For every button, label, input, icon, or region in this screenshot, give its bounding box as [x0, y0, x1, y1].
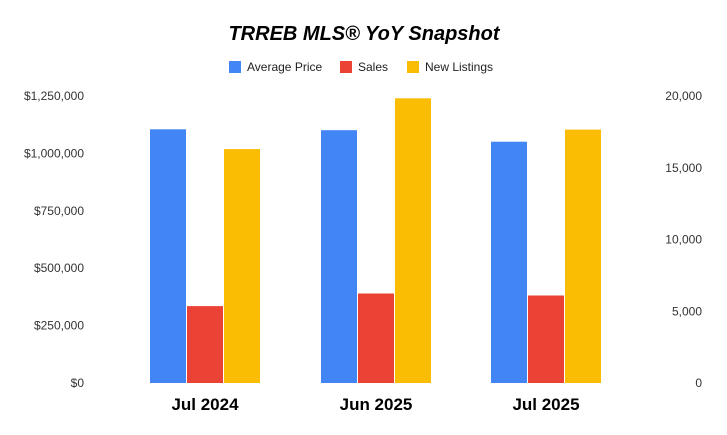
legend: Average Price Sales New Listings [229, 60, 493, 74]
bar-average-price-jul-2024 [150, 129, 186, 383]
y-left-tick-label: $1,250,000 [24, 89, 84, 103]
bars [150, 98, 601, 384]
y-right-tick-label: 20,000 [665, 89, 702, 103]
y-axis-left: $0 $250,000 $500,000 $750,000 $1,000,000 $1,2… [24, 89, 84, 390]
y-left-tick-label: $750,000 [34, 204, 84, 218]
y-left-tick-label: $0 [71, 376, 85, 390]
y-right-tick-label: 5,000 [672, 304, 702, 318]
y-right-tick-label: 0 [695, 376, 702, 390]
bar-new-listings-jul-2025 [565, 129, 601, 383]
bar-average-price-jun-2025 [321, 130, 357, 383]
x-category-label: Jul 2025 [512, 395, 579, 414]
legend-swatch-new-listings [407, 61, 419, 73]
chart-title: TRREB MLS® YoY Snapshot [228, 23, 500, 45]
bar-new-listings-jun-2025 [395, 98, 431, 384]
legend-label-average-price: Average Price [247, 60, 322, 74]
bar-sales-jun-2025 [358, 293, 394, 383]
y-axis-right: 0 5,000 10,000 15,000 20,000 [665, 89, 702, 390]
legend-label-sales: Sales [358, 60, 388, 74]
y-right-tick-label: 10,000 [665, 233, 702, 247]
bar-new-listings-jul-2024 [224, 149, 260, 383]
x-category-label: Jun 2025 [340, 395, 413, 414]
legend-label-new-listings: New Listings [425, 60, 493, 74]
bar-sales-jul-2025 [528, 295, 564, 383]
legend-swatch-sales [340, 61, 352, 73]
bar-sales-jul-2024 [187, 306, 223, 383]
y-right-tick-label: 15,000 [665, 161, 702, 175]
y-left-tick-label: $500,000 [34, 261, 84, 275]
x-category-label: Jul 2024 [171, 395, 239, 414]
legend-swatch-average-price [229, 61, 241, 73]
bar-average-price-jul-2025 [491, 141, 527, 383]
x-axis: Jul 2024 Jun 2025 Jul 2025 [171, 395, 579, 414]
y-left-tick-label: $250,000 [34, 319, 84, 333]
y-left-tick-label: $1,000,000 [24, 146, 84, 160]
